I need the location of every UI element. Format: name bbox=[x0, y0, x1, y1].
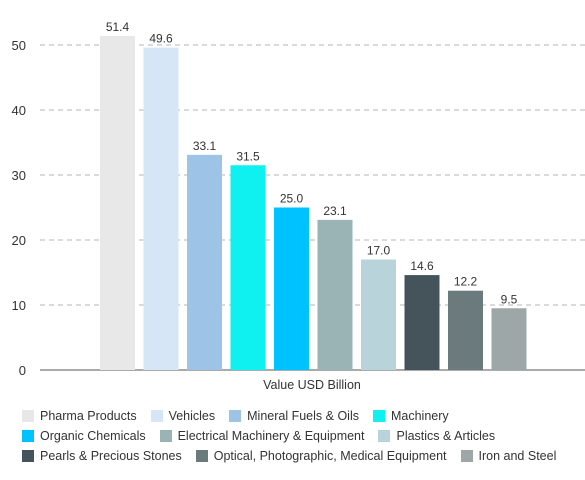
legend-item[interactable]: Vehicles bbox=[150, 409, 216, 423]
legend-item[interactable]: Pharma Products bbox=[22, 409, 137, 423]
legend-label: Electrical Machinery & Equipment bbox=[177, 429, 365, 443]
legend-swatch bbox=[229, 410, 242, 422]
bar bbox=[448, 290, 483, 370]
bar bbox=[100, 35, 135, 371]
legend-swatch bbox=[378, 430, 391, 442]
y-tick-label: 40 bbox=[12, 103, 26, 118]
bar bbox=[143, 47, 179, 370]
bar-value-label: 49.6 bbox=[149, 32, 173, 46]
bar bbox=[361, 259, 396, 370]
legend-item[interactable]: Mineral Fuels & Oils bbox=[229, 409, 359, 423]
bar-value-label: 33.1 bbox=[193, 139, 217, 153]
legend-row: Pearls & Precious Stones Optical, Photogr… bbox=[22, 446, 582, 466]
legend-label: Vehicles bbox=[168, 409, 216, 423]
bar-value-label: 31.5 bbox=[236, 149, 260, 163]
legend-item[interactable]: Pearls & Precious Stones bbox=[22, 449, 182, 463]
chart-legend: Pharma Products Vehicles Mineral Fuels & O… bbox=[22, 406, 582, 466]
bar-value-label: 17.0 bbox=[367, 244, 391, 258]
legend-item[interactable]: Iron and Steel bbox=[460, 449, 557, 463]
bar-value-label: 9.5 bbox=[501, 292, 518, 306]
x-axis-label: Value USD Billion bbox=[263, 378, 361, 392]
y-tick-label: 50 bbox=[12, 38, 26, 53]
bar bbox=[491, 308, 527, 370]
y-tick-label: 30 bbox=[12, 168, 26, 183]
legend-label: Pharma Products bbox=[40, 409, 137, 423]
legend-swatch bbox=[22, 410, 34, 422]
y-tick-label: 0 bbox=[19, 363, 26, 378]
legend-item[interactable]: Electrical Machinery & Equipment bbox=[159, 429, 365, 443]
bar-value-label: 25.0 bbox=[280, 192, 304, 206]
legend-item[interactable]: Optical, Photographic, Medical Equipment bbox=[195, 449, 447, 463]
legend-swatch bbox=[150, 410, 163, 422]
bar bbox=[274, 207, 309, 370]
bar-value-label: 51.4 bbox=[106, 20, 130, 34]
legend-swatch bbox=[159, 430, 172, 442]
bar-value-label: 12.2 bbox=[454, 275, 478, 289]
y-tick-label: 20 bbox=[12, 233, 26, 248]
legend-label: Organic Chemicals bbox=[40, 429, 146, 443]
legend-swatch bbox=[460, 450, 473, 462]
legend-row: Organic Chemicals Electrical Machinery & … bbox=[22, 426, 582, 446]
legend-item[interactable]: Organic Chemicals bbox=[22, 429, 146, 443]
legend-item[interactable]: Plastics & Articles bbox=[378, 429, 495, 443]
legend-swatch bbox=[22, 430, 34, 442]
legend-swatch bbox=[372, 410, 385, 422]
bar-value-label: 23.1 bbox=[323, 204, 347, 218]
legend-label: Machinery bbox=[390, 409, 449, 423]
legend-item[interactable]: Machinery bbox=[372, 409, 449, 423]
legend-swatch bbox=[22, 450, 34, 462]
legend-label: Pearls & Precious Stones bbox=[40, 449, 182, 463]
bar-value-label: 14.6 bbox=[410, 259, 434, 273]
bar bbox=[187, 154, 222, 370]
bar bbox=[230, 165, 266, 370]
legend-row: Pharma Products Vehicles Mineral Fuels & O… bbox=[22, 406, 582, 426]
legend-swatch bbox=[195, 450, 208, 462]
chart-svg: 0 10 20 30 40 50 51.4 49.6 33.1 31.5 25.0 23.1 17.0 1… bbox=[12, 20, 585, 392]
legend-label: Plastics & Articles bbox=[396, 429, 496, 443]
bar bbox=[317, 219, 353, 370]
bar bbox=[404, 275, 440, 370]
legend-label: Optical, Photographic, Medical Equipment bbox=[213, 449, 447, 463]
legend-label: Iron and Steel bbox=[478, 449, 557, 463]
legend-label: Mineral Fuels & Oils bbox=[247, 409, 359, 423]
y-tick-label: 10 bbox=[12, 298, 26, 313]
